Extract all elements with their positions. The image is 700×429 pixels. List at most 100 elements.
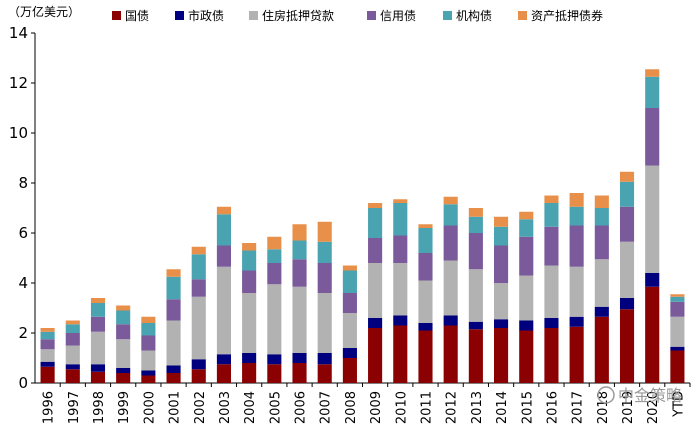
bar-segment-2000-4 xyxy=(141,323,156,336)
bar-segment-2002-3 xyxy=(191,279,206,297)
x-tick-label: YTD xyxy=(671,391,686,418)
bar-segment-2015-2 xyxy=(519,275,534,321)
bar-segment-2010-3 xyxy=(393,235,408,263)
bar-segment-2018-0 xyxy=(594,316,609,383)
legend: 国债 市政债 住房抵押贷款 信用债 机构债 资产抵押债券 xyxy=(112,8,603,23)
bar-segment-2000-1 xyxy=(141,370,156,376)
bar-segment-1998-1 xyxy=(90,364,106,372)
bar-segment-2015-0 xyxy=(519,330,534,383)
bar-segment-2010-0 xyxy=(393,325,408,383)
bar-segment-2014-1 xyxy=(494,319,509,328)
bar-segment-2004-0 xyxy=(242,363,257,383)
bar-segment-2016-5 xyxy=(544,195,559,203)
bar-segment-2017-2 xyxy=(569,266,584,317)
bar-segment-2006-4 xyxy=(292,240,307,260)
bar-segment-2011-4 xyxy=(418,228,433,253)
bar-segment-2019-0 xyxy=(619,309,635,383)
bar-segment-2001-5 xyxy=(166,269,181,277)
bar-segment-2012-3 xyxy=(443,225,458,261)
bar-segment-1998-5 xyxy=(90,298,106,303)
bar-segment-2019-5 xyxy=(619,171,635,182)
bar-segment-2005-0 xyxy=(267,364,282,383)
bar-segment-2018-5 xyxy=(594,195,609,208)
bar-segment-2013-4 xyxy=(468,216,483,233)
bar-segment-1996-5 xyxy=(40,328,55,332)
y-tick-label: 0 xyxy=(18,374,28,392)
bar-segment-2011-1 xyxy=(418,323,433,331)
bar-segment-2004-1 xyxy=(242,353,257,363)
bar-segment-1996-2 xyxy=(40,349,55,362)
bar-segment-2013-1 xyxy=(468,321,483,330)
y-tick-label: 6 xyxy=(18,224,28,242)
bar-segment-2019-4 xyxy=(619,181,635,207)
x-tick-label: 1998 xyxy=(92,391,107,424)
legend-label: 机构债 xyxy=(456,8,492,23)
bar-segment-2015-3 xyxy=(519,236,534,276)
bar-segment-1997-3 xyxy=(65,333,80,346)
bar-segment-2014-3 xyxy=(494,245,509,283)
watermark-text: 中金策略 xyxy=(618,386,682,405)
bar-segment-2008-0 xyxy=(342,358,357,383)
bar-segment-2010-1 xyxy=(393,315,408,326)
bar-segment-2010-4 xyxy=(393,203,408,236)
x-tick-label: 1997 xyxy=(67,391,82,424)
bar-segment-YTD-5 xyxy=(670,294,685,297)
bar-segment-2007-1 xyxy=(317,353,332,365)
bar-segment-2014-0 xyxy=(494,328,509,383)
wechat-icon xyxy=(597,386,615,404)
bar-segment-2002-4 xyxy=(191,254,206,280)
legend-swatch xyxy=(443,11,452,20)
bar-segment-2019-3 xyxy=(619,206,635,242)
bar-segment-2003-4 xyxy=(216,214,231,246)
y-tick-label: 12 xyxy=(9,74,28,92)
bar-segment-2000-0 xyxy=(141,375,156,383)
bar-segment-2002-5 xyxy=(191,246,206,255)
x-tick-label: 2012 xyxy=(445,391,460,424)
bar-segment-2020-5 xyxy=(645,69,660,77)
legend-label: 住房抵押贷款 xyxy=(262,8,334,23)
bar-segment-2015-5 xyxy=(519,211,534,220)
bar-segment-2007-4 xyxy=(317,241,332,263)
legend-label: 市政债 xyxy=(188,8,224,23)
bar-segment-1996-3 xyxy=(40,339,55,350)
bar-segment-2001-3 xyxy=(166,299,181,321)
bar-segment-2002-0 xyxy=(191,369,206,383)
bar-segment-2000-5 xyxy=(141,316,156,323)
bar-segment-2012-2 xyxy=(443,260,458,316)
bar-segment-2005-2 xyxy=(267,284,282,355)
bar-segment-1999-1 xyxy=(116,368,131,373)
bar-segment-1996-0 xyxy=(40,366,55,383)
x-tick-label: 2016 xyxy=(545,391,560,424)
legend-swatch xyxy=(518,11,527,20)
x-tick-label: 2003 xyxy=(218,391,233,424)
watermark: 中金策略 xyxy=(597,386,682,405)
bar-segment-2013-3 xyxy=(468,233,483,270)
legend-label: 信用债 xyxy=(380,9,416,23)
x-tick-label: 1996 xyxy=(42,391,57,424)
bar-segment-2002-2 xyxy=(191,296,206,360)
bar-segment-2006-5 xyxy=(292,224,307,241)
bar-segment-2012-5 xyxy=(443,196,458,205)
bar-segment-1996-1 xyxy=(40,361,55,367)
bar-segment-2008-2 xyxy=(342,313,357,348)
bar-segment-2007-0 xyxy=(317,364,332,383)
bar-segment-2015-1 xyxy=(519,320,534,331)
bar-segment-2020-4 xyxy=(645,76,660,108)
legend-swatch xyxy=(367,11,376,20)
bar-segment-2006-0 xyxy=(292,363,307,383)
bar-segment-2013-0 xyxy=(468,329,483,383)
bar-segment-2018-2 xyxy=(594,259,609,307)
bar-segment-2008-3 xyxy=(342,293,357,313)
bar-segment-2015-4 xyxy=(519,219,534,237)
bar-segment-1996-4 xyxy=(40,331,55,340)
x-tick-label: 2002 xyxy=(193,391,208,424)
bar-segment-YTD-3 xyxy=(670,301,685,317)
y-tick-label: 2 xyxy=(18,324,28,342)
bar-segment-2004-2 xyxy=(242,293,257,353)
bar-segment-2017-1 xyxy=(569,316,584,327)
bar-segment-2005-1 xyxy=(267,354,282,365)
x-tick-label: 1999 xyxy=(117,391,132,424)
bar-segment-2003-5 xyxy=(216,206,231,215)
bar-segment-2012-1 xyxy=(443,315,458,326)
bar-segment-1999-5 xyxy=(116,305,131,311)
